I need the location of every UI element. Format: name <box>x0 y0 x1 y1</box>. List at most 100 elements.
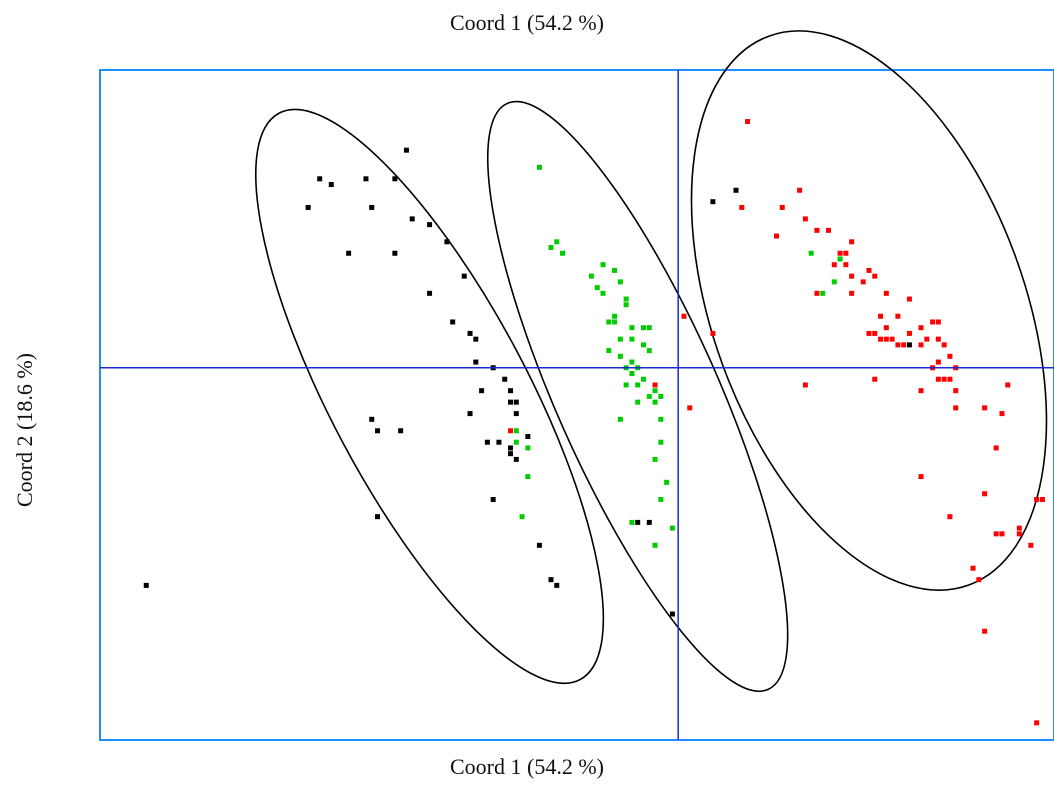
data-point <box>739 204 745 210</box>
data-point <box>479 388 485 394</box>
data-point <box>883 336 889 342</box>
data-point <box>993 531 999 537</box>
plot-frame <box>99 69 1054 741</box>
data-point <box>773 233 779 239</box>
data-point <box>1034 496 1040 502</box>
data-point <box>970 565 976 571</box>
data-point <box>427 290 433 296</box>
y-axis-label: Coord 2 (18.6 %) <box>12 353 37 507</box>
data-point <box>508 451 514 457</box>
data-point <box>635 399 641 405</box>
data-point <box>901 342 907 348</box>
data-point <box>872 273 878 279</box>
data-point <box>849 273 855 279</box>
data-point <box>612 267 618 273</box>
data-point <box>669 525 675 531</box>
data-point <box>814 290 820 296</box>
data-point <box>450 319 456 325</box>
data-point <box>918 474 924 480</box>
data-point <box>941 342 947 348</box>
data-point <box>935 319 941 325</box>
data-point <box>467 411 473 417</box>
data-point <box>831 279 837 285</box>
data-point <box>658 416 664 422</box>
data-point <box>594 285 600 291</box>
data-point <box>652 542 658 548</box>
data-point <box>427 222 433 228</box>
point-group <box>143 119 1045 726</box>
data-point <box>935 376 941 382</box>
data-point <box>1016 525 1022 531</box>
data-point <box>906 330 912 336</box>
data-point <box>143 582 149 588</box>
data-point <box>941 376 947 382</box>
data-point <box>802 216 808 222</box>
data-point <box>993 445 999 451</box>
data-point <box>652 382 658 388</box>
data-point <box>536 164 542 170</box>
data-point <box>635 382 641 388</box>
data-point <box>536 542 542 548</box>
data-point <box>947 376 953 382</box>
data-point <box>508 388 514 394</box>
data-point <box>525 474 531 480</box>
data-point <box>369 204 375 210</box>
data-point <box>612 319 618 325</box>
data-point <box>710 330 716 336</box>
data-point <box>918 325 924 331</box>
data-point <box>883 325 889 331</box>
data-point <box>508 399 514 405</box>
data-point <box>837 256 843 262</box>
data-point <box>820 290 826 296</box>
data-point <box>935 336 941 342</box>
data-point <box>1039 496 1045 502</box>
data-point <box>363 176 369 182</box>
data-point <box>640 376 646 382</box>
data-point <box>906 342 912 348</box>
data-point <box>346 250 352 256</box>
data-point <box>640 342 646 348</box>
data-point <box>918 388 924 394</box>
data-point <box>664 479 670 485</box>
ellipse-group <box>254 30 1048 693</box>
data-point <box>617 279 623 285</box>
data-point <box>808 250 814 256</box>
data-point <box>606 319 612 325</box>
data-point <box>490 496 496 502</box>
data-point <box>953 405 959 411</box>
data-point <box>640 325 646 331</box>
data-point <box>508 428 514 434</box>
data-point <box>588 273 594 279</box>
confidence-ellipse-1 <box>254 108 605 685</box>
data-point <box>484 439 490 445</box>
data-point <box>837 250 843 256</box>
data-point <box>548 577 554 583</box>
data-point <box>375 514 381 520</box>
data-point <box>982 628 988 634</box>
data-point <box>560 250 566 256</box>
data-point <box>600 290 606 296</box>
data-point <box>646 393 652 399</box>
data-point <box>687 405 693 411</box>
data-point <box>369 416 375 422</box>
confidence-ellipse-3 <box>690 30 1048 591</box>
data-point <box>328 182 334 188</box>
data-point <box>629 325 635 331</box>
data-point <box>895 342 901 348</box>
data-point <box>444 239 450 245</box>
data-point <box>733 187 739 193</box>
data-point <box>612 313 618 319</box>
data-point <box>629 519 635 525</box>
data-point <box>392 250 398 256</box>
data-point <box>623 382 629 388</box>
x-axis-label: Coord 1 (54.2 %) <box>450 754 604 779</box>
data-point <box>646 348 652 354</box>
data-point <box>646 519 652 525</box>
data-point <box>658 393 664 399</box>
data-point <box>918 342 924 348</box>
data-point <box>623 302 629 308</box>
data-point <box>849 239 855 245</box>
data-point <box>513 456 519 462</box>
data-point <box>924 336 930 342</box>
